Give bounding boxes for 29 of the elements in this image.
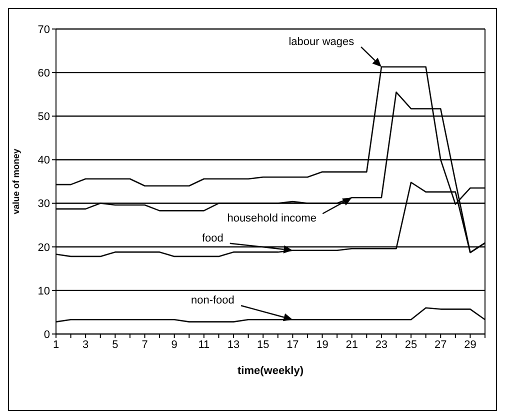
x-tick-label: 19 [316,338,328,351]
x-tick-label: 5 [112,338,118,351]
y-tick-label: 40 [38,154,50,167]
x-tick-label: 25 [404,338,418,351]
x-tick-label: 13 [227,338,240,351]
text: labour wages [288,36,355,48]
x-tick-label: 21 [346,338,358,351]
y-tick-label: 70 [38,24,50,36]
x-tick-label: 11 [198,338,210,351]
y-tick-label: 20 [38,242,50,254]
x-axis-title: time(weekly) [237,365,304,377]
x-tick-label: 29 [464,338,476,351]
y-tick-label: 30 [38,198,50,210]
y-axis-title: value of money [11,148,22,214]
series-label: household income [227,212,317,225]
x-tick-label: 9 [171,338,178,351]
x-tick-label: 17 [286,338,299,351]
y-tick-label: 60 [38,67,50,80]
series-label: non-food [190,294,234,307]
x-tick-label: 15 [256,338,270,351]
y-tick-label: 0 [44,328,50,341]
y-tick-label: 10 [38,285,50,298]
x-tick-label: 23 [375,338,388,351]
x-tick-label: 1 [52,338,60,351]
y-tick-label: 50 [38,111,50,124]
series-label: food [202,232,224,244]
x-tick-label: 7 [142,338,148,351]
x-tick-label: 27 [434,338,447,351]
x-tick-label: 3 [82,338,89,351]
